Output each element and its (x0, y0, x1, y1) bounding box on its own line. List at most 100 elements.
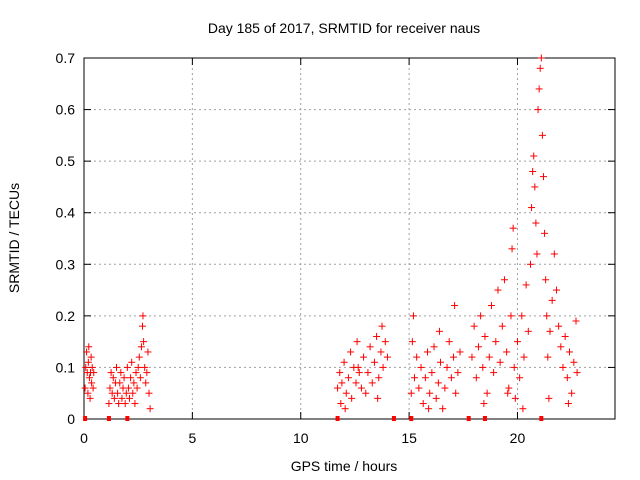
data-point (378, 322, 386, 330)
data-point (130, 379, 138, 387)
data-point (120, 374, 128, 382)
data-point (338, 379, 346, 387)
data-point (541, 229, 549, 237)
data-point (117, 369, 125, 377)
data-point (538, 131, 546, 139)
data-point (545, 394, 553, 402)
data-point (426, 389, 434, 397)
data-point (142, 379, 150, 387)
data-point (559, 363, 567, 371)
x-tick-label: 10 (293, 430, 309, 446)
data-point (88, 363, 96, 371)
data-point (531, 183, 539, 191)
data-point (528, 204, 536, 212)
data-point (419, 400, 427, 408)
zero-marker (539, 416, 544, 421)
data-point (122, 389, 130, 397)
data-point (128, 358, 136, 366)
data-point (139, 312, 147, 320)
data-point (441, 384, 449, 392)
zero-marker (391, 416, 396, 421)
data-points (81, 54, 581, 413)
data-point (450, 353, 458, 361)
data-point (468, 353, 476, 361)
data-point (413, 353, 421, 361)
data-point (552, 286, 560, 294)
tick-labels: 0 5 10 15 20 0 0.1 0.2 0.3 0.4 0.5 0.6 0.7 (56, 50, 526, 446)
zero-marker (409, 416, 414, 421)
data-point (533, 250, 541, 258)
data-point (140, 338, 148, 346)
data-point (360, 353, 368, 361)
zero-markers (83, 416, 544, 421)
data-point (483, 389, 491, 397)
data-point (127, 374, 135, 382)
data-point (472, 374, 480, 382)
data-point (456, 348, 464, 356)
y-tick-label: 0.3 (56, 256, 76, 272)
data-point (485, 353, 493, 361)
data-point (85, 374, 93, 382)
data-point (362, 389, 370, 397)
data-point (534, 106, 542, 114)
data-point (500, 276, 508, 284)
data-point (377, 348, 385, 356)
data-point (477, 312, 485, 320)
data-point (341, 405, 349, 413)
data-point (136, 374, 144, 382)
data-point (568, 389, 576, 397)
data-point (519, 405, 527, 413)
x-tick-label: 15 (401, 430, 417, 446)
chart-title: Day 185 of 2017, SRMTID for receiver nau… (208, 20, 480, 36)
data-point (88, 379, 96, 387)
data-point (409, 312, 417, 320)
data-point (511, 394, 519, 402)
data-point (383, 353, 391, 361)
x-axis-label: GPS time / hours (291, 458, 398, 474)
data-point (340, 358, 348, 366)
data-point (494, 286, 502, 294)
data-point (139, 322, 147, 330)
data-point (479, 363, 487, 371)
data-point (121, 400, 129, 408)
data-point (342, 389, 350, 397)
data-point (565, 348, 573, 356)
data-point (503, 348, 511, 356)
data-point (118, 394, 126, 402)
y-tick-label: 0.1 (56, 359, 76, 375)
data-point (572, 317, 580, 325)
data-point (550, 250, 558, 258)
data-point (439, 405, 447, 413)
data-point (131, 400, 139, 408)
data-point (570, 358, 578, 366)
data-point (144, 348, 152, 356)
data-point (434, 379, 442, 387)
data-point (510, 363, 518, 371)
zero-marker (482, 416, 487, 421)
data-point (496, 358, 504, 366)
data-point (546, 327, 554, 335)
data-point (411, 374, 419, 382)
data-point (573, 369, 581, 377)
data-point (532, 219, 540, 227)
data-point (509, 224, 517, 232)
data-point (82, 363, 90, 371)
data-point (352, 379, 360, 387)
data-point (542, 276, 550, 284)
data-point (481, 332, 489, 340)
data-point (344, 374, 352, 382)
y-tick-label: 0.6 (56, 102, 76, 118)
data-point (143, 369, 151, 377)
data-point (424, 348, 432, 356)
data-point (529, 167, 537, 175)
y-tick-label: 0.7 (56, 50, 76, 66)
zero-marker (83, 416, 88, 421)
data-point (487, 302, 495, 310)
data-point (543, 312, 551, 320)
data-point (443, 363, 451, 371)
data-point (129, 389, 137, 397)
data-point (85, 343, 93, 351)
data-point (490, 369, 498, 377)
zero-marker (125, 416, 130, 421)
data-point (355, 369, 363, 377)
